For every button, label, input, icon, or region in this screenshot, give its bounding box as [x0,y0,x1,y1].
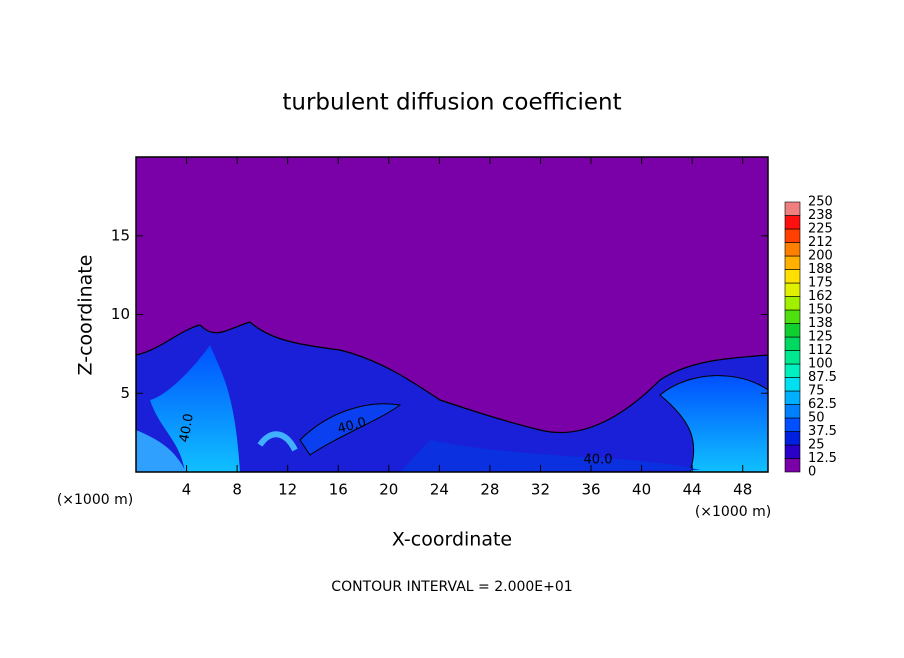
colorbar-label: 150 [808,303,833,318]
contour-label: 40.0 [336,415,368,437]
x-tick-label: 32 [531,481,550,499]
y-tick-label: 10 [111,305,130,323]
colorbar-label: 37.5 [808,424,837,439]
colorbar-box [784,336,801,351]
colorbar-box [784,390,801,405]
colorbar-label: 138 [808,316,833,331]
field-streak [299,403,402,456]
x-tick-label: 16 [329,481,348,499]
x-tick-label: 20 [379,481,398,499]
field [136,157,768,472]
x-tick-label: 36 [581,481,600,499]
x-tick-label: 40 [632,481,651,499]
colorbar-label: 12.5 [808,451,837,466]
chart-title: turbulent diffusion coefficient [282,90,621,116]
colorbar-label: 125 [808,330,833,345]
x-tick-label: 12 [278,481,297,499]
colorbar-label: 75 [808,384,825,399]
field-plume [150,345,240,472]
x-tick-label: 4 [182,481,192,499]
colorbar-box [784,458,801,473]
colorbar-label: 62.5 [808,397,837,412]
x-unit: (×1000 m) [695,504,771,520]
x-tick-label: 48 [733,481,752,499]
y-axis-label: Z-coordinate [75,255,97,376]
colorbar-box [784,377,801,392]
colorbar-label: 100 [808,357,833,372]
x-tick-label: 24 [430,481,449,499]
colorbar-label: 87.5 [808,370,837,385]
colorbar-label: 212 [808,235,833,250]
colorbar-label: 238 [808,208,833,223]
y-tick-label: 15 [111,226,130,244]
colorbar-label: 112 [808,343,833,358]
y-tick-label: 5 [120,384,130,402]
colorbar-box [784,444,801,459]
colorbar-box [784,309,801,324]
colorbar-box [784,228,801,243]
colorbar-box [784,417,801,432]
field-plume [659,375,768,472]
colorbar-box [784,201,801,216]
colorbar-box [784,282,801,297]
x-tick-label: 44 [683,481,702,499]
contour-label: 40.0 [584,453,613,468]
colorbar-box [784,255,801,270]
colorbar-box [784,269,801,284]
colorbar-label: 200 [808,249,833,264]
y-unit: (×1000 m) [57,492,133,508]
colorbar-label: 250 [808,195,833,210]
x-tick-label: 28 [480,481,499,499]
field-streak [136,430,186,472]
colorbar-box [784,296,801,311]
colorbar-box [784,363,801,378]
colorbar-box [784,323,801,338]
colorbar-label: 225 [808,222,833,237]
colorbar-label: 175 [808,276,833,291]
contour-label: 40.0 [177,412,197,443]
colorbar-label: 50 [808,411,825,426]
colorbar-box [784,242,801,257]
colorbar-label: 0 [808,465,816,480]
colorbar-box [784,431,801,446]
colorbar-label: 25 [808,438,825,453]
field-streak [400,440,700,472]
colorbar-box [784,215,801,230]
x-tick-label: 8 [232,481,242,499]
colorbar-label: 162 [808,289,833,304]
x-axis-label: X-coordinate [392,529,512,551]
colorbar-box [784,404,801,419]
field-streak [257,431,298,452]
colorbar-label: 188 [808,262,833,277]
field-region [136,321,768,472]
colorbar-box [784,350,801,365]
footer-note: CONTOUR INTERVAL = 2.000E+01 [331,579,572,595]
